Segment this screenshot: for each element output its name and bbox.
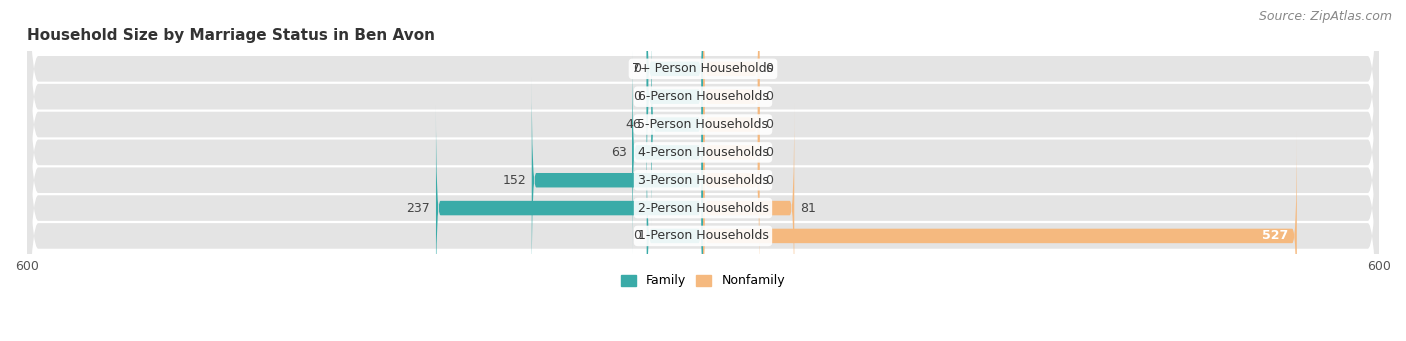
FancyBboxPatch shape [703, 104, 794, 312]
Text: 63: 63 [610, 146, 627, 159]
FancyBboxPatch shape [703, 132, 1296, 340]
FancyBboxPatch shape [647, 132, 703, 340]
FancyBboxPatch shape [703, 76, 759, 284]
Text: 3-Person Households: 3-Person Households [637, 174, 769, 187]
Text: 0: 0 [765, 90, 773, 103]
Text: 0: 0 [765, 174, 773, 187]
Text: 2-Person Households: 2-Person Households [637, 202, 769, 214]
Text: 7+ Person Households: 7+ Person Households [633, 62, 773, 75]
Text: 81: 81 [800, 202, 815, 214]
Text: 0: 0 [633, 62, 641, 75]
FancyBboxPatch shape [633, 48, 703, 256]
Text: 527: 527 [1261, 229, 1288, 242]
FancyBboxPatch shape [651, 20, 703, 229]
FancyBboxPatch shape [27, 0, 1379, 341]
Text: 46: 46 [626, 118, 641, 131]
FancyBboxPatch shape [703, 20, 759, 229]
Legend: Family, Nonfamily: Family, Nonfamily [616, 269, 790, 293]
Text: 152: 152 [502, 174, 526, 187]
FancyBboxPatch shape [531, 76, 703, 284]
Text: Source: ZipAtlas.com: Source: ZipAtlas.com [1258, 10, 1392, 23]
Text: 0: 0 [765, 146, 773, 159]
Text: 4-Person Households: 4-Person Households [637, 146, 769, 159]
FancyBboxPatch shape [647, 0, 703, 201]
FancyBboxPatch shape [27, 0, 1379, 341]
Text: 0: 0 [765, 62, 773, 75]
FancyBboxPatch shape [436, 104, 703, 312]
FancyBboxPatch shape [27, 0, 1379, 341]
Text: 5-Person Households: 5-Person Households [637, 118, 769, 131]
FancyBboxPatch shape [647, 0, 703, 173]
FancyBboxPatch shape [703, 0, 759, 173]
FancyBboxPatch shape [703, 48, 759, 256]
FancyBboxPatch shape [27, 0, 1379, 341]
Text: 0: 0 [765, 118, 773, 131]
Text: 237: 237 [406, 202, 430, 214]
Text: Household Size by Marriage Status in Ben Avon: Household Size by Marriage Status in Ben… [27, 28, 434, 43]
FancyBboxPatch shape [703, 0, 759, 201]
Text: 6-Person Households: 6-Person Households [637, 90, 769, 103]
FancyBboxPatch shape [27, 0, 1379, 341]
FancyBboxPatch shape [27, 0, 1379, 335]
FancyBboxPatch shape [27, 0, 1379, 341]
Text: 0: 0 [633, 229, 641, 242]
Text: 0: 0 [633, 90, 641, 103]
Text: 1-Person Households: 1-Person Households [637, 229, 769, 242]
